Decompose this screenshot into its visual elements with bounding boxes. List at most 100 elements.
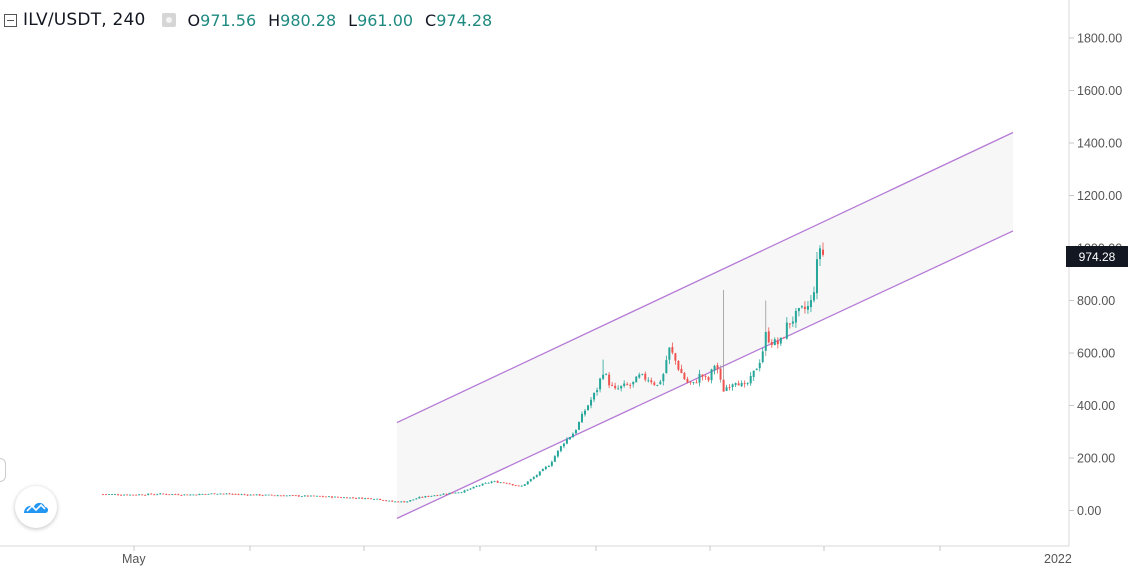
candle-body (144, 494, 147, 496)
candle-body (312, 495, 315, 497)
candle-body (562, 443, 565, 447)
candle-body (650, 380, 653, 383)
candle-body (346, 497, 349, 499)
candle-body (623, 383, 626, 387)
candle-body (370, 498, 373, 500)
candle-body (502, 482, 505, 484)
candle-body (812, 292, 815, 301)
candle-body (201, 494, 204, 495)
candle-body (454, 492, 457, 494)
candle-body (593, 392, 596, 400)
candle-body (463, 490, 466, 493)
candle-body (788, 323, 791, 325)
candle-body (761, 351, 764, 363)
candle-body (797, 307, 800, 312)
candle-body (535, 475, 538, 477)
candle-body (818, 248, 821, 260)
candle-body (156, 494, 159, 496)
candle-body (168, 494, 171, 496)
candle-body (794, 310, 797, 323)
candle-body (755, 368, 758, 371)
last-price-badge: 974.28 (1066, 246, 1128, 267)
candle-body (138, 494, 141, 496)
candle-body (599, 378, 602, 390)
candle-body (222, 493, 225, 495)
candle-body (559, 446, 562, 452)
candle-body (719, 368, 722, 380)
candle-body (436, 495, 439, 497)
candle-body (701, 374, 704, 377)
candle-body (659, 381, 662, 385)
candle-body (421, 496, 424, 498)
y-tick-label: 800.00 (1077, 294, 1115, 308)
candle-body (367, 498, 370, 500)
candle-body (162, 493, 165, 495)
candle-body (806, 305, 809, 310)
candle-body (653, 382, 656, 385)
collapse-square-icon[interactable] (4, 13, 17, 27)
candle-body (707, 377, 710, 381)
candle-body (321, 496, 324, 497)
candle-body (487, 482, 490, 484)
candle-body (815, 259, 818, 294)
tradingview-logo-button[interactable] (15, 486, 57, 528)
candle-body (388, 500, 391, 502)
y-tick-label: 0.00 (1077, 504, 1101, 518)
symbol-legend: ILV/USDT, 240 O971.56 H980.28 L961.00 C9… (4, 9, 504, 31)
x-tick-label: May (122, 552, 146, 566)
candle-body (418, 496, 421, 499)
side-panel-tab[interactable] (0, 458, 6, 482)
candle-body (809, 300, 812, 308)
candle-body (361, 497, 364, 499)
candlestick-series (102, 242, 824, 503)
candle-body (394, 501, 397, 503)
candle-body (514, 485, 517, 486)
candle-body (234, 493, 237, 495)
candle-body (605, 374, 608, 376)
candle-body (749, 376, 752, 384)
candle-body (620, 385, 623, 389)
candle-body (484, 482, 487, 484)
candle-body (716, 365, 719, 370)
candle-body (385, 500, 388, 502)
y-tick-label: 600.00 (1077, 347, 1115, 361)
candle-body (448, 492, 451, 495)
candle-body (355, 498, 358, 499)
y-tick-label: 1400.00 (1077, 137, 1122, 151)
candle-body (638, 374, 641, 378)
channel-upper-line (396, 131, 1014, 424)
candle-body (641, 373, 644, 375)
candle-body (680, 368, 683, 374)
candle-body (677, 360, 680, 370)
candle-body (590, 399, 593, 406)
candle-body (231, 493, 234, 495)
candle-body (520, 485, 523, 487)
candle-body (776, 340, 779, 345)
candle-body (737, 383, 740, 386)
candle-body (102, 494, 104, 496)
candle-body (397, 501, 400, 503)
candle-body (126, 494, 129, 496)
candle-body (147, 493, 150, 496)
candle-body (243, 494, 246, 496)
candle-body (508, 483, 511, 485)
candle-body (424, 496, 427, 498)
candle-body (276, 495, 279, 497)
candle-body (752, 370, 755, 377)
candle-body (472, 486, 475, 489)
candle-body (526, 481, 529, 485)
candle-body (550, 461, 553, 466)
candle-body (343, 497, 346, 499)
candle-body (255, 494, 258, 496)
gear-icon[interactable] (161, 13, 176, 27)
candle-body (430, 495, 433, 497)
candle-body (297, 495, 300, 497)
candle-body (336, 496, 339, 498)
candle-body (129, 494, 132, 496)
candle-body (291, 495, 294, 497)
candle-body (198, 493, 201, 496)
candle-body (517, 485, 520, 487)
candle-body (608, 374, 611, 386)
symbol-title[interactable]: ILV/USDT, 240 (23, 10, 146, 30)
